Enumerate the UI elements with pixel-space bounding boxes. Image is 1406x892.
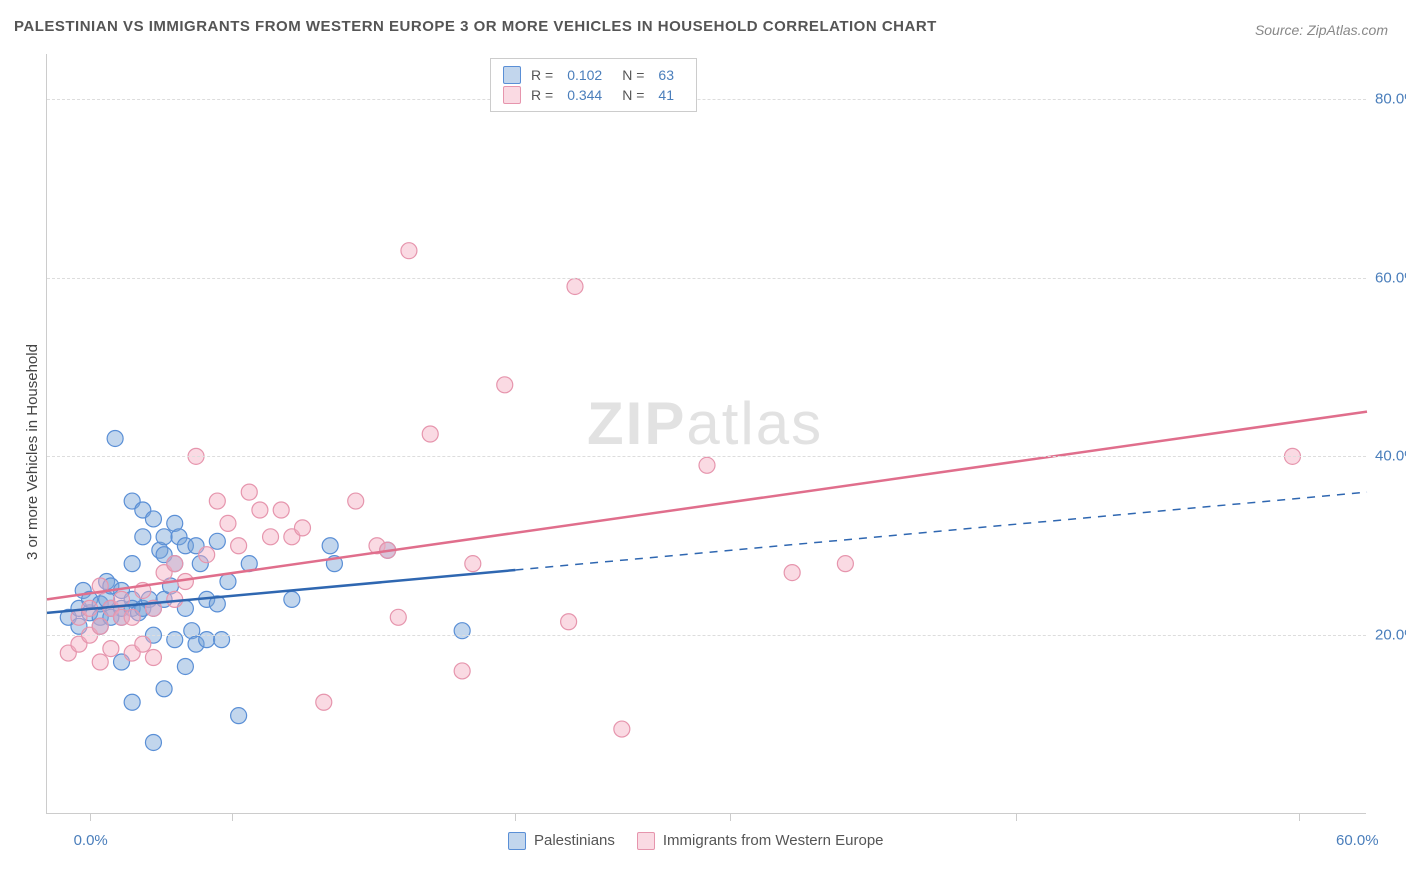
legend-swatch <box>503 86 521 104</box>
scatter-point-pink <box>837 556 853 572</box>
legend-r-value: 0.344 <box>567 87 602 103</box>
scatter-point-pink <box>561 614 577 630</box>
watermark: ZIPatlas <box>587 389 823 458</box>
y-tick-label: 20.0% <box>1375 627 1406 644</box>
scatter-point-pink <box>92 654 108 670</box>
scatter-point-blue <box>124 556 140 572</box>
scatter-point-blue <box>199 632 215 648</box>
trendline-blue-dashed <box>515 492 1367 570</box>
x-tick <box>232 813 233 821</box>
scatter-point-pink <box>390 609 406 625</box>
legend-swatch <box>508 832 526 850</box>
scatter-point-blue <box>231 708 247 724</box>
scatter-point-pink <box>263 529 279 545</box>
chart-title: PALESTINIAN VS IMMIGRANTS FROM WESTERN E… <box>14 18 937 35</box>
legend-r-label: R = <box>531 87 553 103</box>
scatter-point-pink <box>567 278 583 294</box>
scatter-point-blue <box>156 681 172 697</box>
legend-swatch <box>637 832 655 850</box>
scatter-point-pink <box>294 520 310 536</box>
legend-swatch <box>503 66 521 84</box>
scatter-point-pink <box>422 426 438 442</box>
legend-series-label: Immigrants from Western Europe <box>663 832 884 849</box>
legend-series-item: Immigrants from Western Europe <box>637 832 884 850</box>
legend-n-value: 41 <box>658 87 674 103</box>
scatter-point-blue <box>145 734 161 750</box>
scatter-point-pink <box>92 618 108 634</box>
y-tick-label: 40.0% <box>1375 448 1406 465</box>
y-axis-title: 3 or more Vehicles in Household <box>24 344 41 560</box>
scatter-point-pink <box>103 641 119 657</box>
scatter-point-blue <box>284 591 300 607</box>
y-tick-label: 60.0% <box>1375 269 1406 286</box>
legend-r-value: 0.102 <box>567 67 602 83</box>
scatter-point-blue <box>209 533 225 549</box>
x-tick <box>515 813 516 821</box>
x-tick <box>730 813 731 821</box>
scatter-point-pink <box>220 515 236 531</box>
scatter-point-pink <box>209 493 225 509</box>
x-tick <box>1016 813 1017 821</box>
scatter-point-pink <box>454 663 470 679</box>
scatter-point-pink <box>273 502 289 518</box>
scatter-point-blue <box>107 430 123 446</box>
scatter-point-pink <box>231 538 247 554</box>
scatter-point-pink <box>784 565 800 581</box>
legend-series-item: Palestinians <box>508 832 615 850</box>
scatter-point-pink <box>699 457 715 473</box>
legend-r-label: R = <box>531 67 553 83</box>
plot-area: ZIPatlas 20.0%40.0%60.0%80.0% <box>46 54 1366 814</box>
legend-correlation-row: R = 0.102 N = 63 <box>503 65 684 85</box>
scatter-point-pink <box>199 547 215 563</box>
scatter-point-pink <box>252 502 268 518</box>
scatter-point-pink <box>401 243 417 259</box>
scatter-point-pink <box>465 556 481 572</box>
x-tick <box>1299 813 1300 821</box>
scatter-point-pink <box>497 377 513 393</box>
scatter-point-pink <box>135 636 151 652</box>
legend-n-label: N = <box>622 67 644 83</box>
legend-series: Palestinians Immigrants from Western Euro… <box>508 832 884 850</box>
legend-n-label: N = <box>622 87 644 103</box>
scatter-point-pink <box>316 694 332 710</box>
gridline-h <box>47 456 1366 457</box>
x-axis-max-label: 60.0% <box>1336 832 1379 849</box>
scatter-point-blue <box>156 529 172 545</box>
watermark-bold: ZIP <box>587 390 686 457</box>
scatter-point-blue <box>124 694 140 710</box>
chart-container: PALESTINIAN VS IMMIGRANTS FROM WESTERN E… <box>0 0 1406 892</box>
legend-correlation-row: R = 0.344 N = 41 <box>503 85 684 105</box>
scatter-point-blue <box>167 632 183 648</box>
scatter-point-blue <box>454 623 470 639</box>
legend-n-value: 63 <box>658 67 674 83</box>
scatter-point-blue <box>177 658 193 674</box>
scatter-point-blue <box>214 632 230 648</box>
gridline-h <box>47 635 1366 636</box>
scatter-point-pink <box>241 484 257 500</box>
scatter-point-pink <box>348 493 364 509</box>
scatter-point-blue <box>322 538 338 554</box>
y-tick-label: 80.0% <box>1375 90 1406 107</box>
scatter-point-blue <box>220 574 236 590</box>
x-tick <box>90 813 91 821</box>
legend-series-label: Palestinians <box>534 832 615 849</box>
gridline-h <box>47 99 1366 100</box>
scatter-point-pink <box>167 556 183 572</box>
gridline-h <box>47 278 1366 279</box>
scatter-point-pink <box>614 721 630 737</box>
legend-correlation: R = 0.102 N = 63 R = 0.344 N = 41 <box>490 58 697 112</box>
watermark-rest: atlas <box>686 390 823 457</box>
chart-source: Source: ZipAtlas.com <box>1255 22 1388 38</box>
scatter-point-pink <box>145 650 161 666</box>
x-axis-min-label: 0.0% <box>74 832 108 849</box>
scatter-point-blue <box>135 529 151 545</box>
scatter-point-blue <box>145 511 161 527</box>
scatter-point-pink <box>124 609 140 625</box>
